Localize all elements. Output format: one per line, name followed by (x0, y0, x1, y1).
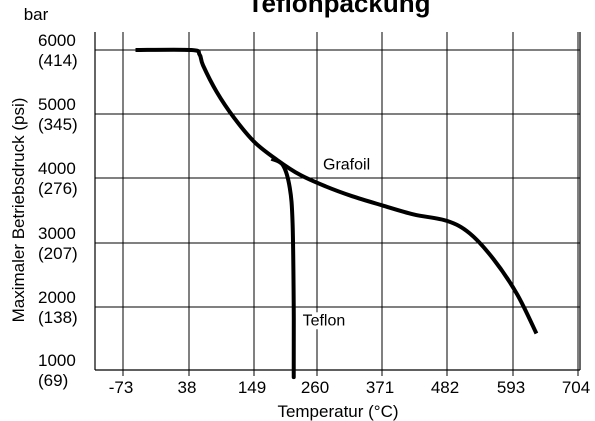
y-tick-label-psi: 3000 (38, 224, 76, 243)
series-label-teflon: Teflon (303, 312, 346, 329)
y-tick-label-bar: (207) (38, 244, 78, 263)
y-tick-labels: 1000(69)2000(138)3000(207)4000(276)5000(… (38, 31, 78, 390)
series-label-grafoil: Grafoil (323, 157, 370, 174)
y-tick-label-bar: (138) (38, 308, 78, 327)
x-axis-label: Temperatur (°C) (277, 402, 398, 421)
series-line-teflon (270, 156, 296, 380)
y-tick-label-psi: 5000 (38, 95, 76, 114)
series-label-background (300, 312, 348, 330)
series-label-background (321, 156, 373, 174)
x-tick-label: -73 (109, 378, 134, 397)
x-tick-label: 260 (301, 378, 329, 397)
y-axis-label: Maximaler Betriebsdruck (psi) (9, 98, 28, 323)
y-unit-label: bar (24, 5, 49, 24)
y-tick-label-bar: (414) (38, 51, 78, 70)
y-tick-label-bar: (345) (38, 115, 78, 134)
grid (94, 32, 581, 376)
x-tick-label: 149 (238, 378, 266, 397)
series-lines (135, 47, 539, 380)
y-tick-label-psi: 6000 (38, 31, 76, 50)
x-tick-label: 371 (366, 378, 394, 397)
x-tick-labels: -73 38 149 260 371 482 593 704 (109, 378, 590, 397)
x-tick-label: 38 (178, 378, 197, 397)
x-tick-label: 704 (562, 378, 590, 397)
y-tick-label-bar: (69) (38, 371, 68, 390)
y-tick-label-bar: (276) (38, 179, 78, 198)
y-tick-label-psi: 1000 (38, 351, 76, 370)
chart-title: Teflonpackung (248, 0, 431, 18)
y-tick-label-psi: 2000 (38, 288, 76, 307)
series-labels: Grafoil Teflon (300, 156, 373, 330)
series-line-grafoil (135, 47, 539, 335)
x-tick-label: 593 (497, 378, 525, 397)
x-tick-label: 482 (431, 378, 459, 397)
y-tick-label-psi: 4000 (38, 159, 76, 178)
